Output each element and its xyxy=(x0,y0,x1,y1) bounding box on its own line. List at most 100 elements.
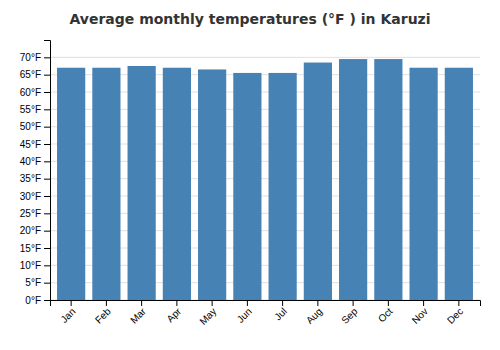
tick-label: 10°F xyxy=(20,260,41,271)
tick-label: Jun xyxy=(235,306,254,325)
axis-domain xyxy=(44,41,51,301)
marks xyxy=(57,59,473,300)
tick-mark xyxy=(423,300,424,306)
y-tick: 5°F xyxy=(25,277,50,288)
tick-label: 20°F xyxy=(20,225,41,236)
tick-mark xyxy=(44,196,50,197)
tick-mark xyxy=(71,300,72,306)
bar xyxy=(198,69,226,300)
axis-domain xyxy=(51,301,481,307)
y-axis: 0°F 5°F 10°F 15°F 20°F 25°F 30°F 35°F 40°F 45°F 50… xyxy=(20,41,51,306)
bar xyxy=(445,68,473,300)
tick-mark xyxy=(44,75,50,76)
bar xyxy=(374,59,402,300)
tick-label: 70°F xyxy=(20,52,41,63)
tick-label: 60°F xyxy=(20,87,41,98)
tick-mark xyxy=(44,265,50,266)
y-tick: 50°F xyxy=(20,121,50,132)
tick-label: Aug xyxy=(304,306,324,326)
x-tick: Aug xyxy=(304,300,324,326)
tick-label: 15°F xyxy=(20,243,41,254)
bar xyxy=(269,73,297,300)
x-tick: May xyxy=(197,300,218,327)
grid xyxy=(50,57,480,300)
tick-mark xyxy=(353,300,354,306)
bar xyxy=(233,73,261,300)
grid-line xyxy=(50,57,480,58)
x-axis: Jan Feb Mar Apr May Jun Jul Aug Sep Oct Nov Dec xyxy=(51,300,481,327)
tick-mark xyxy=(44,144,50,145)
tick-label: 55°F xyxy=(20,104,41,115)
tick-mark xyxy=(317,300,318,306)
tick-label: Apr xyxy=(164,305,183,324)
bar xyxy=(92,68,120,300)
y-tick: 20°F xyxy=(20,225,50,236)
tick-label: 5°F xyxy=(25,277,41,288)
y-tick: 60°F xyxy=(20,87,50,98)
x-tick: Mar xyxy=(128,300,148,326)
tick-label: 65°F xyxy=(20,69,41,80)
tick-mark xyxy=(44,283,50,284)
tick-label: Sep xyxy=(339,305,360,326)
bar xyxy=(128,66,156,300)
tick-mark xyxy=(44,248,50,249)
tick-label: Jan xyxy=(58,306,77,325)
tick-label: May xyxy=(197,306,218,327)
x-tick: Sep xyxy=(339,300,360,326)
x-tick: Oct xyxy=(376,300,395,324)
tick-mark xyxy=(44,109,50,110)
y-tick: 35°F xyxy=(20,173,50,184)
y-tick: 15°F xyxy=(20,243,50,254)
chart-container: 0°F 5°F 10°F 15°F 20°F 25°F 30°F 35°F 40°F 45°F 50… xyxy=(0,0,500,350)
x-tick: Jul xyxy=(272,300,289,322)
tick-mark xyxy=(458,300,459,306)
tick-label: 30°F xyxy=(20,191,41,202)
bar xyxy=(410,68,438,300)
tick-label: Mar xyxy=(128,305,148,325)
tick-mark xyxy=(106,300,107,306)
tick-mark xyxy=(212,300,213,306)
tick-mark xyxy=(44,57,50,58)
y-tick: 55°F xyxy=(20,104,50,115)
y-tick: 65°F xyxy=(20,69,50,80)
chart-svg: 0°F 5°F 10°F 15°F 20°F 25°F 30°F 35°F 40°F 45°F 50… xyxy=(0,0,500,350)
tick-mark xyxy=(44,179,50,180)
tick-label: 35°F xyxy=(20,173,41,184)
tick-mark xyxy=(141,300,142,306)
tick-label: Feb xyxy=(93,305,113,325)
y-tick: 10°F xyxy=(20,260,50,271)
tick-label: Nov xyxy=(410,306,430,326)
y-tick: 25°F xyxy=(20,208,50,219)
plot-area: 0°F 5°F 10°F 15°F 20°F 25°F 30°F 35°F 40°F 45°F 50… xyxy=(20,41,481,327)
tick-mark xyxy=(44,161,50,162)
tick-mark xyxy=(44,231,50,232)
y-tick: 30°F xyxy=(20,191,50,202)
bar xyxy=(339,59,367,300)
tick-mark xyxy=(388,300,389,306)
bar xyxy=(57,68,85,300)
tick-label: Jul xyxy=(272,306,289,323)
tick-mark xyxy=(247,300,248,306)
tick-label: 40°F xyxy=(20,156,41,167)
y-tick: 40°F xyxy=(20,156,50,167)
x-tick: Dec xyxy=(445,300,465,326)
bar xyxy=(163,68,191,300)
tick-mark xyxy=(44,92,50,93)
tick-mark xyxy=(176,300,177,306)
tick-label: Oct xyxy=(376,306,395,325)
x-tick: Nov xyxy=(410,300,430,326)
chart-title: Average monthly temperatures (°F ) in Ka… xyxy=(69,11,430,27)
bar xyxy=(304,63,332,300)
x-tick: Feb xyxy=(93,300,113,326)
x-tick: Jan xyxy=(58,300,77,325)
y-tick: 70°F xyxy=(20,52,50,63)
tick-mark xyxy=(44,300,50,301)
x-tick: Jun xyxy=(235,300,254,325)
tick-label: 50°F xyxy=(20,121,41,132)
x-tick: Apr xyxy=(164,300,183,324)
tick-mark xyxy=(44,213,50,214)
tick-label: 45°F xyxy=(20,139,41,150)
tick-label: 25°F xyxy=(20,208,41,219)
y-tick: 0°F xyxy=(25,295,50,306)
tick-mark xyxy=(282,300,283,306)
